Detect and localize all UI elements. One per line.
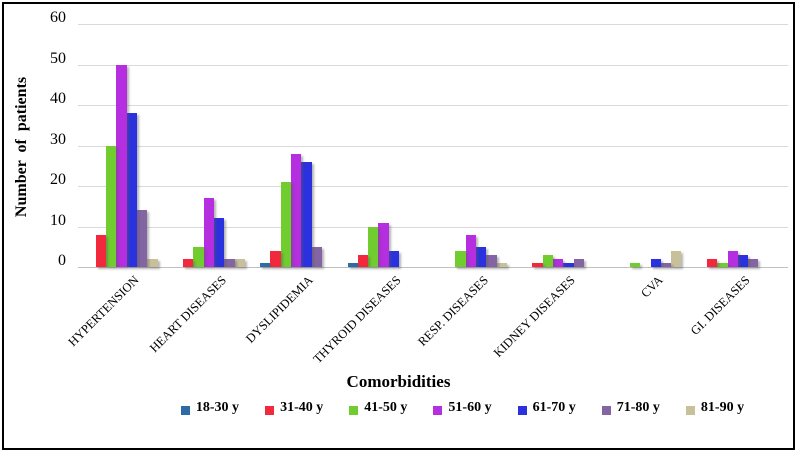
bar [126, 113, 138, 267]
bar [542, 254, 553, 267]
legend-item: 51-60 y [433, 400, 492, 416]
bar [147, 258, 158, 267]
bar [95, 234, 107, 267]
bar [717, 263, 728, 267]
legend-swatch-icon [601, 405, 611, 415]
bar [475, 246, 487, 267]
bar-group [522, 0, 594, 267]
bar [203, 198, 215, 267]
gridline [78, 64, 788, 66]
bar [727, 250, 738, 267]
bar [650, 258, 661, 267]
legend-item: 18-30 y [180, 400, 240, 416]
legend-swatch-icon [517, 405, 527, 415]
bar [214, 218, 225, 267]
bar-group [697, 0, 769, 267]
bar-group [86, 0, 158, 267]
y-tick-label: 60 [50, 9, 66, 27]
chart-legend: 18-30 y 31-40 y 41-50 y 51-60 y 61-70 y 71-80… [135, 400, 790, 416]
legend-swatch-icon [433, 405, 443, 415]
bar [106, 145, 117, 267]
bar [660, 263, 672, 267]
legend-item: 71-80 y [601, 400, 660, 416]
bar [563, 263, 574, 267]
bar [552, 258, 564, 267]
bar-group [609, 0, 682, 267]
bar [183, 258, 194, 267]
bar [671, 250, 682, 267]
y-tick-label: 40 [50, 90, 66, 108]
legend-swatch-icon [180, 405, 190, 415]
gridline [78, 145, 788, 147]
legend-swatch-icon [349, 405, 359, 415]
x-axis-line [78, 267, 788, 268]
bar [465, 234, 476, 267]
bar [737, 254, 749, 267]
bar [234, 258, 245, 267]
bar [260, 263, 271, 267]
bar [629, 263, 641, 267]
legend-swatch-icon [685, 405, 695, 415]
bar [378, 222, 389, 267]
gridline [78, 24, 788, 26]
legend-label: 51-60 y [448, 400, 492, 415]
bar [116, 64, 127, 267]
bar [311, 246, 322, 267]
legend-item: 41-50 y [349, 400, 407, 416]
y-axis-title: Number of patients [13, 76, 30, 218]
bar [496, 263, 507, 267]
bar [193, 246, 204, 267]
bar [347, 263, 358, 267]
legend-label: 31-40 y [280, 400, 324, 415]
gridline [78, 105, 788, 107]
legend-label: 61-70 y [532, 400, 576, 415]
bar [291, 153, 302, 267]
bar [224, 258, 235, 267]
bar [270, 250, 281, 267]
y-tick-label: 30 [50, 130, 66, 148]
gridline [78, 186, 788, 188]
legend-label: 18-30 y [195, 400, 240, 415]
bar [748, 258, 759, 267]
y-tick-label: 10 [50, 211, 66, 229]
bar [486, 254, 497, 267]
y-tick-label: 0 [58, 252, 66, 269]
bar [573, 258, 584, 267]
legend-item: 31-40 y [265, 400, 323, 416]
legend-item: 61-70 y [517, 400, 576, 416]
bar [368, 226, 379, 267]
x-axis-title: Comorbidities [346, 372, 451, 391]
bar [301, 161, 312, 267]
bar-group [347, 0, 420, 267]
legend-label: 81-90 y [700, 400, 745, 415]
bar [280, 182, 292, 267]
bar [357, 254, 369, 267]
bar [137, 210, 148, 267]
bar [388, 250, 399, 267]
bar-group [173, 0, 245, 267]
bar-group [435, 0, 507, 267]
legend-label: 41-50 y [364, 400, 408, 415]
bar-group [260, 0, 332, 267]
legend-label: 71-80 y [616, 400, 660, 415]
legend-swatch-icon [265, 405, 275, 415]
bar [455, 250, 466, 267]
y-tick-label: 20 [50, 171, 66, 189]
legend-item: 81-90 y [685, 400, 745, 416]
bar [706, 258, 718, 267]
bar [532, 263, 543, 267]
gridline [78, 226, 788, 228]
y-tick-label: 50 [50, 49, 66, 67]
